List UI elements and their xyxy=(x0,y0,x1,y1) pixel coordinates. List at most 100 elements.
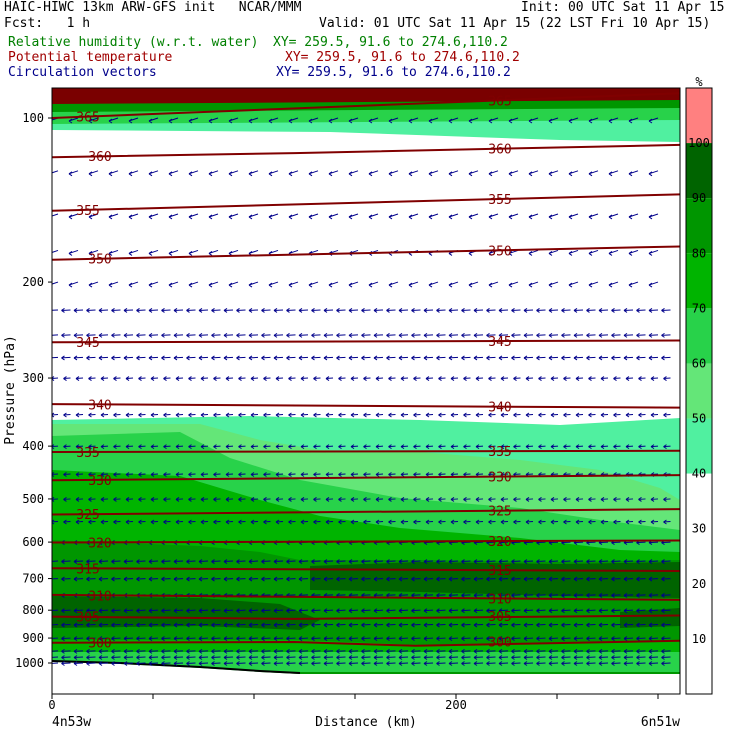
wind-vector xyxy=(288,498,296,500)
wind-vector-head xyxy=(461,332,465,338)
wind-vector-head xyxy=(623,622,628,628)
wind-vector-head xyxy=(436,622,440,628)
wind-vector-head xyxy=(236,308,240,313)
wind-vector-head xyxy=(313,376,317,381)
wind-vector-head xyxy=(238,497,242,502)
wind-vector-head xyxy=(211,559,215,564)
wind-vector xyxy=(125,445,134,448)
wind-vector xyxy=(61,334,71,336)
wind-vector xyxy=(63,498,71,500)
wind-vector-head xyxy=(188,118,193,124)
wind-vector xyxy=(498,594,509,596)
wind-vector-head xyxy=(473,622,478,628)
wind-vector-head xyxy=(325,444,330,450)
wind-vector xyxy=(611,656,621,659)
wind-vector xyxy=(611,356,621,359)
wind-vector xyxy=(638,445,646,448)
wind-vector-head xyxy=(508,214,513,220)
wind-vector-head xyxy=(448,636,453,641)
wind-vector xyxy=(548,624,559,626)
wind-vector xyxy=(473,650,484,652)
wind-vector xyxy=(386,609,396,612)
wind-vector-head xyxy=(148,251,153,256)
wind-vector xyxy=(148,650,159,652)
wind-vector-head xyxy=(628,251,633,256)
wind-vector-head xyxy=(463,497,467,502)
wind-vector-head xyxy=(650,376,655,381)
wind-vector xyxy=(488,445,496,448)
wind-vector xyxy=(588,445,596,448)
wind-vector-head xyxy=(648,332,653,338)
wind-vector-head xyxy=(486,661,490,666)
wind-vector-head xyxy=(513,444,517,450)
wind-vector xyxy=(648,560,659,563)
wind-vector xyxy=(475,377,484,380)
wind-vector xyxy=(623,356,634,359)
wind-vector xyxy=(113,498,121,500)
wind-vector-head xyxy=(61,332,65,338)
wind-vector-head xyxy=(473,655,478,660)
wind-vector-head xyxy=(348,355,353,361)
wind-vector-head xyxy=(73,308,78,313)
wind-vector-head xyxy=(548,559,553,564)
wind-vector xyxy=(388,445,396,448)
wind-vector xyxy=(573,662,584,664)
wind-vector xyxy=(61,356,71,359)
wind-vector xyxy=(623,541,634,544)
wind-vector xyxy=(61,609,71,612)
wind-vector-head xyxy=(663,444,667,450)
wind-vector-head xyxy=(250,472,255,477)
wind-vector-head xyxy=(636,576,640,582)
wind-vector-head xyxy=(648,655,653,660)
wind-vector-head xyxy=(75,412,80,418)
wind-vector xyxy=(111,662,121,664)
wind-vector-head xyxy=(488,444,492,450)
wind-vector-head xyxy=(613,519,617,525)
wind-vector-head xyxy=(100,497,105,502)
wind-vector xyxy=(536,656,546,659)
wind-vector-head xyxy=(398,636,403,641)
wind-vector-head xyxy=(98,622,103,628)
wind-vector-head xyxy=(138,412,142,418)
wind-vector xyxy=(100,445,109,448)
wind-vector-head xyxy=(273,648,278,654)
field-vec-label: Circulation vectors xyxy=(8,65,157,80)
x-tick-label: 0 xyxy=(48,698,55,712)
wind-vector-head xyxy=(250,376,255,381)
wind-vector xyxy=(113,473,121,475)
wind-vector-head xyxy=(113,519,117,525)
wind-vector xyxy=(586,560,596,563)
wind-vector-head xyxy=(625,412,630,418)
wind-vector-head xyxy=(461,648,465,654)
wind-vector-head xyxy=(386,655,390,660)
wind-vector-head xyxy=(148,608,153,614)
wind-vector-head xyxy=(411,576,415,582)
wind-vector-head xyxy=(511,355,515,361)
wind-vector xyxy=(175,414,184,416)
wind-vector xyxy=(648,334,659,336)
wind-vector xyxy=(561,356,571,359)
wind-vector xyxy=(475,445,484,448)
wind-vector xyxy=(325,473,334,475)
wind-vector xyxy=(561,560,571,563)
wind-vector-head xyxy=(311,308,315,313)
wind-vector-head xyxy=(548,648,553,654)
wind-vector-head xyxy=(63,412,67,418)
wind-vector-head xyxy=(123,636,128,641)
wind-vector xyxy=(236,637,246,640)
wind-vector-head xyxy=(488,376,492,381)
wind-vector xyxy=(236,650,246,652)
wind-vector xyxy=(175,473,184,475)
wind-vector xyxy=(388,414,396,416)
wind-vector-head xyxy=(223,655,228,660)
wind-vector-head xyxy=(68,251,73,256)
y-tick-label: 700 xyxy=(22,572,44,586)
wind-vector xyxy=(488,377,496,380)
valid-time: Valid: 01 UTC Sat 11 Apr 15 (22 LST Fri … xyxy=(319,16,711,31)
wind-vector xyxy=(138,377,146,380)
wind-vector-head xyxy=(323,608,328,614)
wind-vector-head xyxy=(336,355,340,361)
wind-vector-head xyxy=(86,308,90,313)
wind-vector xyxy=(461,578,471,580)
wind-vector xyxy=(113,414,121,416)
